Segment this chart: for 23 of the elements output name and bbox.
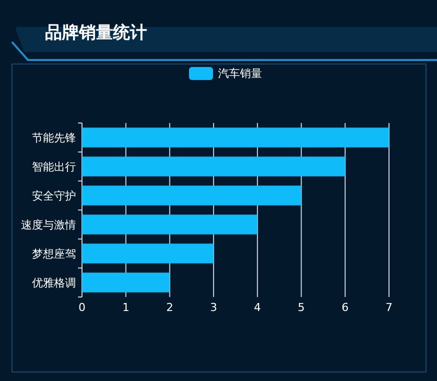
y-tick-label: 智能出行 <box>32 160 76 174</box>
bar <box>82 156 346 176</box>
x-tick-label: 3 <box>210 301 218 314</box>
bar <box>82 214 258 234</box>
x-tick-label: 1 <box>122 301 130 314</box>
chart-title: 品牌销量统计 <box>45 23 147 43</box>
legend: 汽车销量 <box>189 67 262 80</box>
x-tick-label: 2 <box>166 301 174 314</box>
x-tick-label: 5 <box>298 301 305 314</box>
x-tick-label: 4 <box>254 301 261 314</box>
bar <box>82 186 302 206</box>
bar <box>82 128 389 148</box>
y-tick-label: 节能先锋 <box>32 132 76 144</box>
x-tick-label: 7 <box>386 301 392 314</box>
y-tick-label: 梦想座驾 <box>32 248 76 260</box>
y-tick-label: 安全守护 <box>32 190 76 202</box>
y-tick-label: 速度与激情 <box>21 218 76 232</box>
bar <box>82 272 170 292</box>
bar <box>82 244 214 264</box>
legend-label: 汽车销量 <box>218 67 262 80</box>
x-tick-label: 6 <box>342 301 349 314</box>
y-tick-label: 优雅格调 <box>32 276 76 290</box>
x-tick-label: 0 <box>78 301 86 314</box>
